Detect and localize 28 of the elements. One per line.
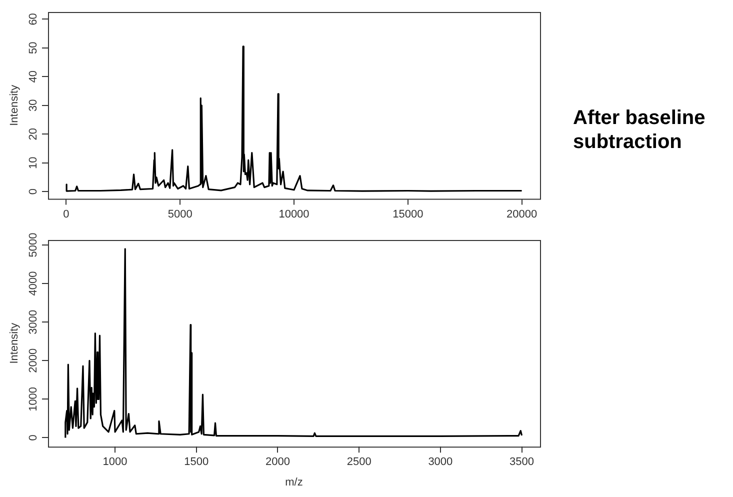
y-tick-label: 10: [28, 156, 40, 169]
y-tick-label: 4000: [28, 271, 40, 296]
y-tick-label: 1000: [28, 386, 40, 412]
y-tick-label: 60: [28, 13, 40, 26]
y-tick-label: 5000: [28, 232, 40, 258]
x-tick-label: 5000: [168, 208, 192, 220]
x-tick-label: 1500: [184, 456, 209, 468]
x-tick-label: 20000: [506, 208, 538, 220]
y-tick-label: 2000: [28, 348, 40, 373]
y-tick-label: 20: [28, 128, 40, 140]
y-tick-label: 3000: [28, 310, 40, 334]
y-tick-label: 50: [28, 42, 40, 54]
y-tick-label: 0: [28, 434, 40, 441]
y-tick-label: 0: [28, 188, 40, 195]
text: After baseline subtraction: [573, 106, 706, 154]
x-tick-label: 3500: [510, 456, 534, 468]
y-tick-label: 40: [28, 70, 40, 83]
x-tick-label: 0: [63, 208, 70, 220]
y-axis-title: Intensity: [8, 84, 21, 126]
x-tick-label: 15000: [392, 208, 424, 220]
x-tick-label: 10000: [278, 208, 310, 220]
y-axis-title: Intensity: [8, 322, 21, 364]
x-tick-label: 2500: [346, 456, 372, 468]
y-tick-label: 30: [28, 99, 40, 112]
x-axis-title: m/z: [285, 476, 303, 488]
x-tick-label: 2000: [265, 456, 290, 468]
x-tick-label: 3000: [428, 456, 453, 468]
x-tick-label: 1000: [102, 456, 128, 468]
